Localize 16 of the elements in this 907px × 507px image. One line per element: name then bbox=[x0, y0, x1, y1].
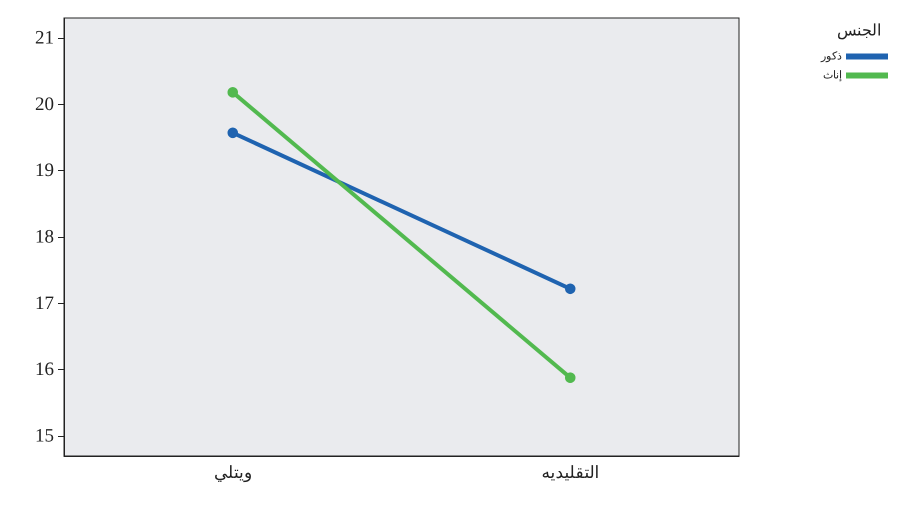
y-tick-label: 21 bbox=[35, 27, 54, 48]
legend-label: ذكور bbox=[820, 50, 842, 62]
legend-title: الجنس bbox=[837, 22, 881, 40]
point bbox=[228, 128, 238, 138]
y-tick-label: 17 bbox=[35, 292, 54, 314]
point bbox=[228, 87, 238, 98]
x-tick-label: التقليديه bbox=[541, 463, 600, 482]
y-tick-label: 15 bbox=[35, 426, 54, 447]
y-tick-label: 16 bbox=[35, 359, 54, 380]
point bbox=[565, 284, 576, 294]
legend-label: إناث bbox=[823, 70, 842, 82]
y-tick-label: 20 bbox=[35, 94, 54, 115]
point bbox=[565, 372, 576, 383]
y-tick-label: 19 bbox=[35, 160, 54, 182]
x-tick-label: ويتلي bbox=[214, 463, 252, 483]
y-tick-label: 18 bbox=[35, 226, 54, 248]
